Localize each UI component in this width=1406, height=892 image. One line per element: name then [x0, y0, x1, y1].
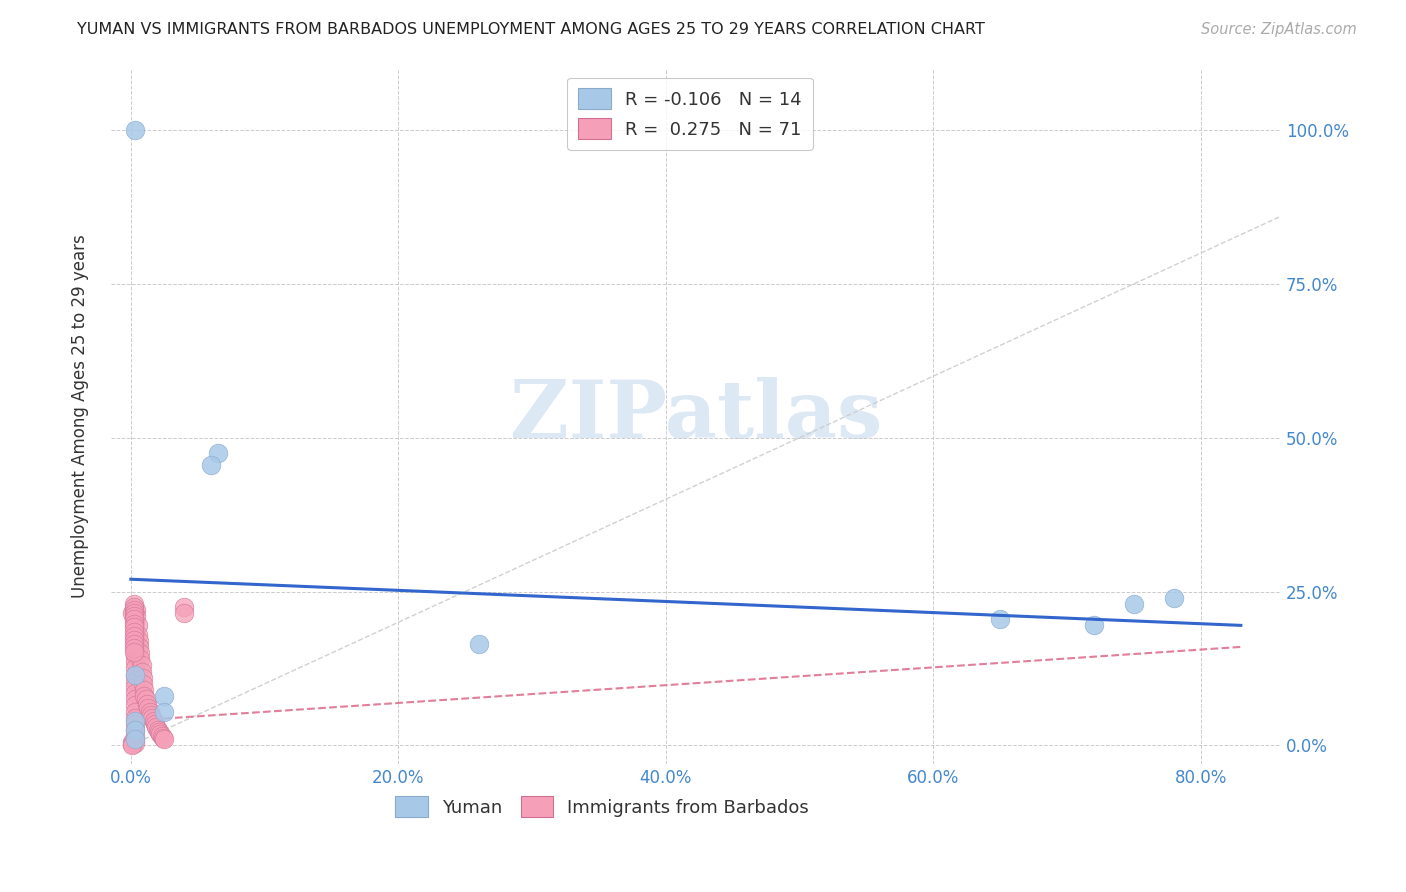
Point [122, 629, 145, 643]
Point [132, 671, 155, 685]
Point [124, 723, 146, 737]
Point [200, 458, 222, 473]
Point [153, 689, 176, 703]
Point [467, 637, 489, 651]
Point [142, 714, 165, 728]
Point [122, 645, 145, 659]
Point [125, 603, 148, 617]
Point [124, 123, 146, 137]
Point [121, 738, 143, 752]
Point [122, 637, 145, 651]
Point [122, 609, 145, 624]
Point [988, 612, 1011, 626]
Point [135, 692, 157, 706]
Point [139, 707, 162, 722]
Point [122, 603, 145, 617]
Point [124, 667, 146, 681]
Point [150, 729, 173, 743]
Point [127, 618, 149, 632]
Point [153, 732, 176, 747]
Point [173, 599, 195, 614]
Point [124, 649, 146, 664]
Point [122, 624, 145, 639]
Text: YUMAN VS IMMIGRANTS FROM BARBADOS UNEMPLOYMENT AMONG AGES 25 TO 29 YEARS CORRELA: YUMAN VS IMMIGRANTS FROM BARBADOS UNEMPL… [77, 22, 986, 37]
Text: Source: ZipAtlas.com: Source: ZipAtlas.com [1201, 22, 1357, 37]
Point [122, 612, 145, 626]
Point [124, 637, 146, 651]
Point [122, 620, 145, 634]
Point [135, 697, 157, 711]
Point [124, 643, 146, 657]
Point [131, 658, 153, 673]
Point [124, 729, 146, 743]
Text: ZIPatlas: ZIPatlas [510, 377, 882, 455]
Point [149, 727, 172, 741]
Point [124, 711, 146, 725]
Point [125, 609, 148, 624]
Point [138, 705, 160, 719]
Point [132, 677, 155, 691]
Point [128, 640, 150, 654]
Y-axis label: Unemployment Among Ages 25 to 29 years: Unemployment Among Ages 25 to 29 years [72, 235, 89, 598]
Point [124, 667, 146, 681]
Point [134, 683, 156, 698]
Point [124, 692, 146, 706]
Point [122, 632, 145, 647]
Point [124, 723, 146, 737]
Point [131, 665, 153, 679]
Point [145, 720, 167, 734]
Point [122, 597, 145, 611]
Point [207, 446, 229, 460]
Point [124, 631, 146, 645]
Point [124, 733, 146, 747]
Point [124, 732, 146, 747]
Point [124, 673, 146, 688]
Point [121, 735, 143, 749]
Legend: Yuman, Immigrants from Barbados: Yuman, Immigrants from Barbados [388, 789, 817, 824]
Point [124, 615, 146, 630]
Point [1122, 597, 1144, 611]
Point [124, 686, 146, 700]
Point [124, 714, 146, 728]
Point [127, 627, 149, 641]
Point [128, 633, 150, 648]
Point [143, 716, 166, 731]
Point [1083, 618, 1105, 632]
Point [148, 724, 170, 739]
Point [129, 652, 152, 666]
Point [124, 661, 146, 675]
Point [141, 711, 163, 725]
Point [152, 731, 174, 745]
Point [153, 705, 176, 719]
Point [134, 689, 156, 703]
Point [122, 606, 145, 620]
Point [173, 606, 195, 620]
Point [146, 723, 169, 737]
Point [122, 612, 145, 626]
Point [124, 655, 146, 669]
Point [129, 646, 152, 660]
Point [121, 606, 143, 620]
Point [121, 737, 143, 751]
Point [122, 616, 145, 631]
Point [124, 680, 146, 694]
Point [124, 736, 146, 750]
Point [124, 705, 146, 719]
Point [136, 701, 159, 715]
Point [124, 698, 146, 713]
Point [124, 624, 146, 639]
Point [122, 641, 145, 656]
Point [124, 716, 146, 731]
Point [1163, 591, 1185, 605]
Point [122, 599, 145, 614]
